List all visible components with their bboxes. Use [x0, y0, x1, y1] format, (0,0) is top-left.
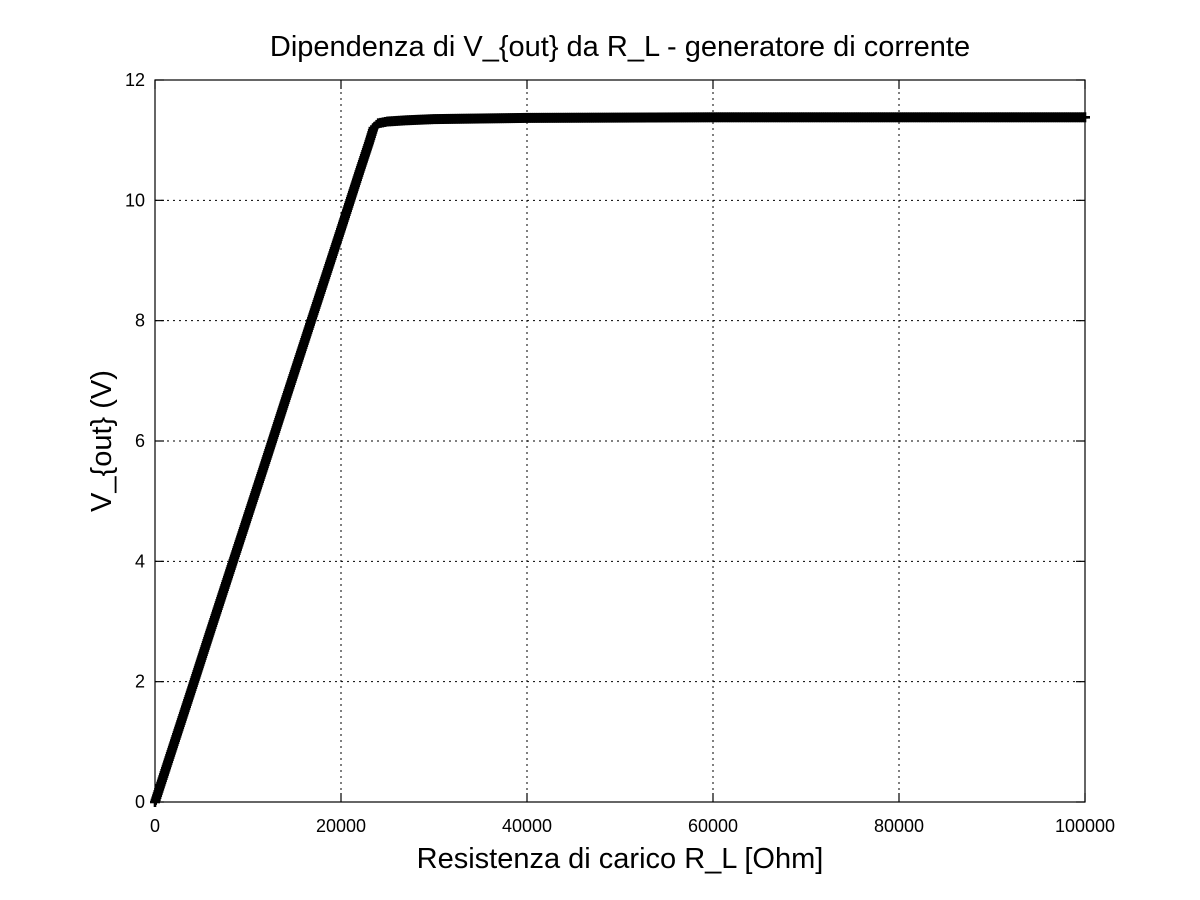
y-tick-label: 12	[125, 70, 145, 90]
y-tick-label: 0	[135, 792, 145, 812]
x-axis-label: Resistenza di carico R_L [Ohm]	[417, 843, 824, 875]
y-tick-label: 6	[135, 431, 145, 451]
y-tick-label: 4	[135, 551, 145, 571]
data-series	[150, 112, 1090, 807]
x-tick-label: 100000	[1055, 816, 1115, 836]
x-tick-label: 40000	[502, 816, 552, 836]
grid	[155, 80, 1085, 802]
axis-ticks: 0 20000 40000 60000 80000 100000 0 2 4 6 8 10 12	[125, 70, 1115, 836]
y-tick-label: 8	[135, 311, 145, 331]
y-tick-label: 10	[125, 190, 145, 210]
y-axis-label: V_{out} (V)	[86, 370, 118, 512]
y-tick-label: 2	[135, 672, 145, 692]
x-tick-label: 20000	[316, 816, 366, 836]
x-tick-label: 60000	[688, 816, 738, 836]
x-tick-label: 0	[150, 816, 160, 836]
x-tick-label: 80000	[874, 816, 924, 836]
chart-title: Dipendenza di V_{out} da R_L - generator…	[270, 31, 970, 63]
